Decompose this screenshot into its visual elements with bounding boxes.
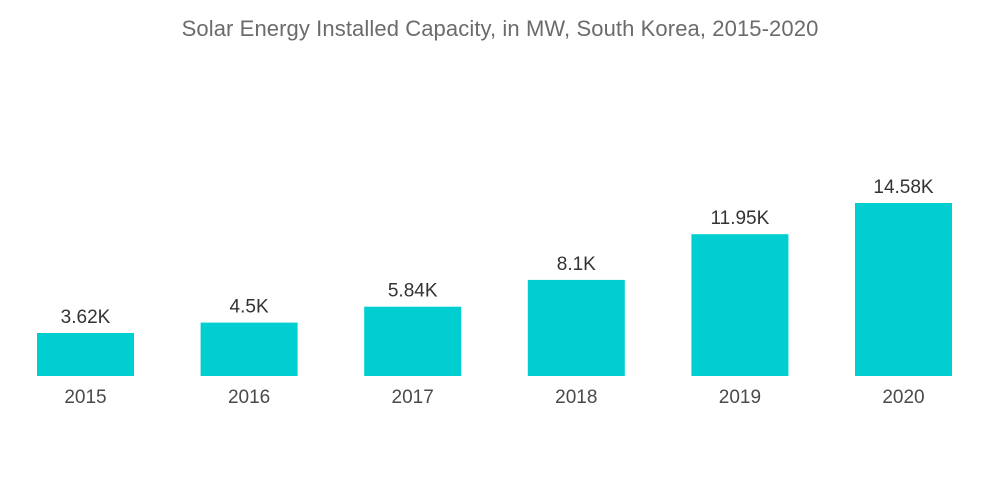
x-tick-label-2019: 2019 <box>719 387 761 408</box>
bar-2018 <box>527 279 625 376</box>
value-label-2020: 14.58K <box>873 177 934 198</box>
bar-2019 <box>691 234 789 376</box>
value-labels-layer: 3.62K 4.5K 5.84K 8.1K 11.95K 14.58K <box>61 177 934 328</box>
bar-2015 <box>37 333 134 376</box>
bars-layer <box>37 203 952 376</box>
x-tick-label-2016: 2016 <box>228 387 270 408</box>
value-label-2018: 8.1K <box>557 254 596 275</box>
chart-title: Solar Energy Installed Capacity, in MW, … <box>181 16 819 41</box>
value-label-2015: 3.62K <box>61 307 111 328</box>
value-label-2016: 4.5K <box>230 297 269 318</box>
x-tick-label-2017: 2017 <box>392 387 434 408</box>
bar-2017 <box>364 306 462 376</box>
x-tick-label-2015: 2015 <box>64 387 106 408</box>
x-tick-label-2020: 2020 <box>882 387 924 408</box>
x-axis-tick-labels: 2015 2016 2017 2018 2019 2020 <box>64 387 924 408</box>
value-label-2017: 5.84K <box>388 281 438 302</box>
x-tick-label-2018: 2018 <box>555 387 597 408</box>
bar-2020 <box>855 203 952 376</box>
value-label-2019: 11.95K <box>710 208 769 229</box>
bar-2016 <box>200 322 298 376</box>
